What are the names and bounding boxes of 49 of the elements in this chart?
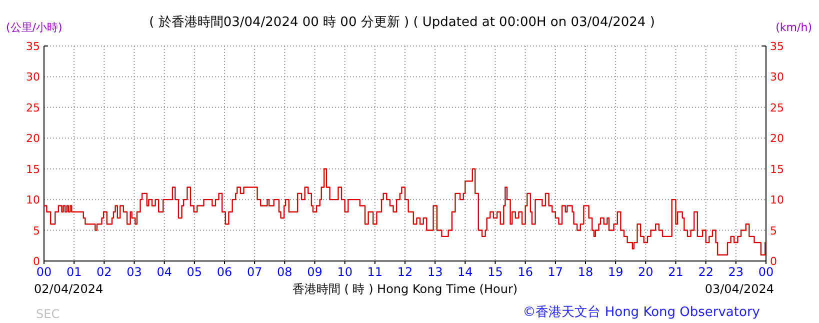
x-tick-label: 17 [548, 265, 564, 279]
y2-tick-label: 25 [770, 101, 784, 114]
x-tick-label: 22 [698, 265, 714, 279]
y-tick-label: 5 [33, 224, 40, 238]
x-tick-label: 09 [307, 265, 322, 279]
x-tick-label: 14 [458, 265, 473, 279]
y-tick-label: 15 [26, 162, 40, 176]
y2-tick-label: 10 [770, 194, 784, 207]
x-tick-label: 21 [668, 265, 684, 279]
x-tick-label: 19 [608, 265, 624, 279]
x-tick-label: 20 [638, 265, 654, 279]
x-tick-label: 06 [216, 265, 232, 279]
x-tick-label: 07 [246, 265, 262, 279]
x-tick-label: 04 [156, 265, 172, 279]
x-tick-label: 15 [488, 265, 503, 279]
y2-axis-title: (km/h) [776, 21, 812, 34]
x-tick-label: 13 [427, 265, 443, 279]
y-axis-title: (公里/小時) [6, 21, 62, 34]
x-axis-title: 香港時間 ( 時 ) Hong Kong Time (Hour) [292, 282, 518, 296]
x-tick-label: 12 [397, 265, 413, 279]
x-tick-label: 03 [126, 265, 142, 279]
y2-tick-label: 5 [770, 224, 777, 238]
y2-tick-label: 20 [770, 132, 784, 146]
y2-tick-label: 30 [770, 70, 784, 84]
y2-tick-label: 35 [770, 40, 784, 53]
x-tick-label: 01 [66, 265, 82, 279]
x-tick-label: 00 [36, 265, 52, 279]
x-tick-label: 23 [728, 265, 744, 279]
x-tick-label: 02 [96, 265, 112, 279]
text: 03/04/2024 [704, 282, 774, 296]
y-tick-label: 30 [26, 70, 40, 84]
x-tick-label: 16 [518, 265, 533, 279]
chart-title: ( 於香港時間03/04/2024 00 時 00 分更新 ) ( Updated at 00:00H on 03/04/2024 ) [149, 15, 655, 30]
x-tick-label: 00 [758, 265, 774, 279]
x-tick-label: 10 [337, 265, 352, 279]
text: ©香港天文台 Hong Kong Observatory [522, 305, 760, 320]
x-tick-label: 18 [578, 265, 594, 279]
y-tick-label: 20 [26, 132, 40, 146]
y2-tick-label: 15 [770, 162, 784, 176]
x-tick-label: 05 [186, 265, 202, 279]
y-tick-label: 25 [26, 101, 40, 114]
y-tick-label: 0 [33, 255, 40, 268]
y2-tick-label: 0 [770, 255, 777, 268]
x-tick-label: 11 [367, 265, 383, 279]
text: 02/04/2024 [34, 282, 104, 296]
x-tick-label: 08 [277, 265, 292, 279]
y-tick-label: 10 [26, 194, 40, 207]
y-tick-label: 35 [26, 40, 40, 53]
text: SEC [36, 307, 60, 321]
